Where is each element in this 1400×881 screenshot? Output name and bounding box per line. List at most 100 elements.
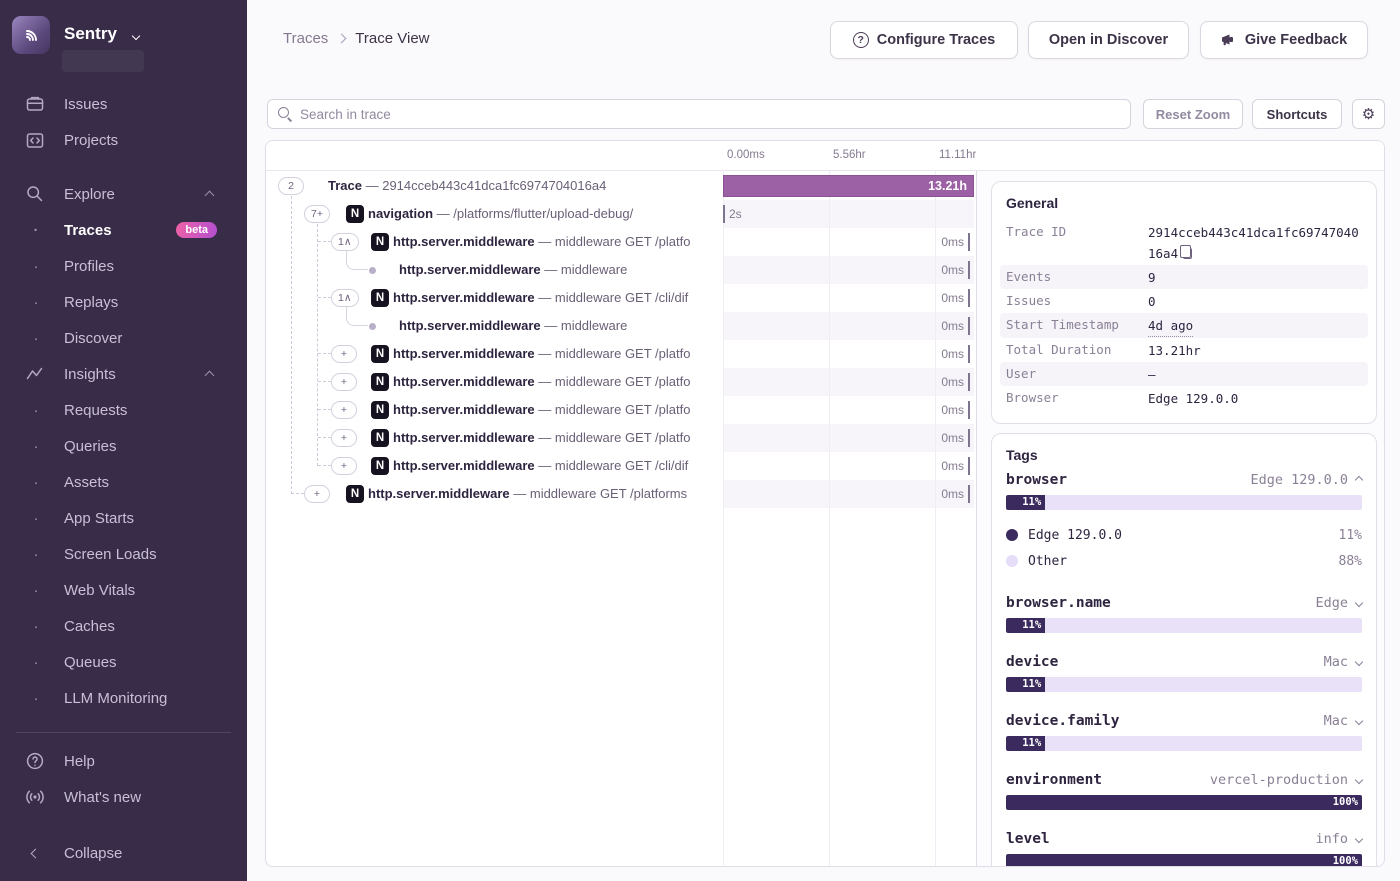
chevron-up-icon[interactable]	[204, 366, 215, 383]
sidebar-item-web-vitals[interactable]: · Web Vitals	[0, 572, 247, 608]
sidebar-collapse-button[interactable]: Collapse	[0, 835, 247, 871]
tag-header: device.family Mac	[1006, 713, 1364, 729]
nextjs-project-icon: N	[371, 233, 389, 251]
sidebar-item-requests[interactable]: · Requests	[0, 392, 247, 428]
sentry-logo-icon[interactable]	[12, 16, 50, 54]
trace-duration-label: 13.21h	[928, 179, 967, 193]
span-row[interactable]: http.server.middleware — middleware GET …	[393, 430, 723, 445]
tag-value-toggle[interactable]: Edge 129.0.0	[1250, 472, 1364, 488]
configure-traces-button[interactable]: ? Configure Traces	[830, 21, 1018, 59]
tag-bar-pct-label: 11%	[1022, 496, 1042, 508]
tag-value-toggle[interactable]: Edge	[1315, 595, 1364, 611]
tag-entry-environment: environment vercel-production 100%	[1006, 772, 1364, 810]
sidebar: Sentry Issues Projects Explore · Traces beta ·…	[0, 0, 247, 881]
span-toggle-pill[interactable]: 1∧	[331, 289, 359, 307]
timeline-row-stripe	[723, 256, 974, 284]
tag-value-toggle[interactable]: Mac	[1324, 713, 1364, 729]
span-toggle-pill[interactable]: 7+	[304, 205, 330, 223]
trace-detail-panel: Trace General Trace ID2914cceb443c41dca1…	[976, 141, 1384, 866]
span-duration-label: 0ms	[941, 403, 964, 417]
span-description: middleware GET /platfo	[554, 430, 691, 445]
sidebar-item-llm-monitoring[interactable]: · LLM Monitoring	[0, 680, 247, 716]
legend-dot-icon	[1006, 529, 1018, 541]
sidebar-item-projects[interactable]: Projects	[0, 122, 247, 158]
span-op: http.server.middleware	[393, 430, 535, 445]
sidebar-item-explore[interactable]: Explore	[0, 176, 247, 212]
help-icon	[24, 751, 46, 771]
open-in-discover-button[interactable]: Open in Discover	[1028, 21, 1189, 59]
span-separator: —	[540, 262, 561, 277]
timeline-row-stripe	[723, 480, 974, 508]
sidebar-item-profiles[interactable]: · Profiles	[0, 248, 247, 284]
general-label: Browser	[1006, 390, 1059, 405]
span-row[interactable]: http.server.middleware — middleware	[399, 318, 723, 333]
tag-value-toggle[interactable]: vercel-production	[1210, 772, 1364, 788]
span-row[interactable]: http.server.middleware — middleware GET …	[393, 290, 723, 305]
sidebar-item-what-s-new[interactable]: What's new	[0, 779, 247, 815]
span-toggle-pill[interactable]: +	[304, 485, 330, 503]
tag-value-toggle[interactable]: Mac	[1324, 654, 1364, 670]
sidebar-item-replays[interactable]: · Replays	[0, 284, 247, 320]
span-row[interactable]: http.server.middleware — middleware GET …	[393, 234, 723, 249]
span-separator: —	[534, 234, 555, 249]
general-value: 13.21hr	[1148, 343, 1201, 358]
trace-duration-bar[interactable]: 13.21h	[723, 175, 974, 197]
sidebar-item-assets[interactable]: · Assets	[0, 464, 247, 500]
general-label: Events	[1006, 269, 1052, 284]
span-toggle-pill[interactable]: +	[331, 457, 357, 475]
tree-connector-stub	[318, 409, 331, 410]
span-row[interactable]: http.server.middleware — middleware GET …	[393, 374, 723, 389]
org-chevron-down-icon[interactable]	[131, 31, 141, 41]
sidebar-item-issues[interactable]: Issues	[0, 86, 247, 122]
bullet-icon: ·	[33, 257, 39, 275]
span-toggle-pill[interactable]: 2	[278, 177, 304, 195]
sidebar-item-label: Replays	[64, 293, 119, 311]
span-row[interactable]: navigation — /platforms/flutter/upload-d…	[368, 206, 723, 221]
general-row-user: User —	[1000, 362, 1368, 386]
span-row[interactable]: http.server.middleware — middleware GET …	[393, 346, 723, 361]
span-toggle-pill[interactable]: +	[331, 373, 357, 391]
search-input[interactable]	[300, 106, 1120, 122]
copy-icon[interactable]	[1179, 244, 1193, 259]
tag-bar-fill: 11%	[1006, 495, 1046, 510]
span-duration-label: 0ms	[941, 263, 964, 277]
sidebar-item-app-starts[interactable]: · App Starts	[0, 500, 247, 536]
tag-entries: browser Edge 129.0.0 11% Edge 129.0.0 11% Oth…	[1006, 472, 1364, 866]
span-duration-label: 0ms	[941, 319, 964, 333]
span-toggle-pill[interactable]: +	[331, 429, 357, 447]
tag-bar-fill: 11%	[1006, 677, 1046, 692]
span-row[interactable]: http.server.middleware — middleware	[399, 262, 723, 277]
tag-key: device.family	[1006, 713, 1120, 729]
general-rows: Trace ID 2914cceb443c41dca1fc6974704016a4…	[1000, 220, 1368, 410]
span-toggle-pill[interactable]: +	[331, 345, 357, 363]
span-separator: —	[534, 290, 555, 305]
span-duration-label: 0ms	[941, 487, 964, 501]
sidebar-divider	[16, 732, 231, 733]
chevron-up-icon[interactable]	[204, 186, 215, 203]
settings-gear-button[interactable]: ⚙	[1352, 99, 1385, 129]
span-row[interactable]: Trace — 2914cceb443c41dca1fc6974704016a4	[328, 178, 723, 193]
span-op: http.server.middleware	[393, 402, 535, 417]
sidebar-item-queries[interactable]: · Queries	[0, 428, 247, 464]
sidebar-item-queues[interactable]: · Queues	[0, 644, 247, 680]
give-feedback-button[interactable]: Give Feedback	[1200, 21, 1368, 59]
span-toggle-pill[interactable]: 1∧	[331, 233, 359, 251]
span-row[interactable]: http.server.middleware — middleware GET …	[393, 458, 723, 473]
general-value: —	[1148, 367, 1156, 382]
reset-zoom-button[interactable]: Reset Zoom	[1143, 99, 1243, 129]
span-row[interactable]: http.server.middleware — middleware GET …	[393, 402, 723, 417]
span-row[interactable]: http.server.middleware — middleware GET …	[368, 486, 723, 501]
timeline-header: 0.00ms 5.56hr 11.11hr	[266, 141, 1384, 171]
span-toggle-pill[interactable]: +	[331, 401, 357, 419]
shortcuts-button[interactable]: Shortcuts	[1252, 99, 1342, 129]
tag-value-toggle[interactable]: info	[1315, 831, 1364, 847]
sidebar-item-insights[interactable]: Insights	[0, 356, 247, 392]
breadcrumb-traces-link[interactable]: Traces	[283, 30, 329, 47]
sidebar-item-discover[interactable]: · Discover	[0, 320, 247, 356]
sidebar-item-help[interactable]: Help	[0, 743, 247, 779]
general-value: 4d ago	[1148, 314, 1194, 337]
sidebar-item-screen-loads[interactable]: · Screen Loads	[0, 536, 247, 572]
org-name[interactable]: Sentry	[64, 24, 117, 43]
sidebar-item-traces[interactable]: · Traces beta	[0, 212, 247, 248]
sidebar-item-caches[interactable]: · Caches	[0, 608, 247, 644]
